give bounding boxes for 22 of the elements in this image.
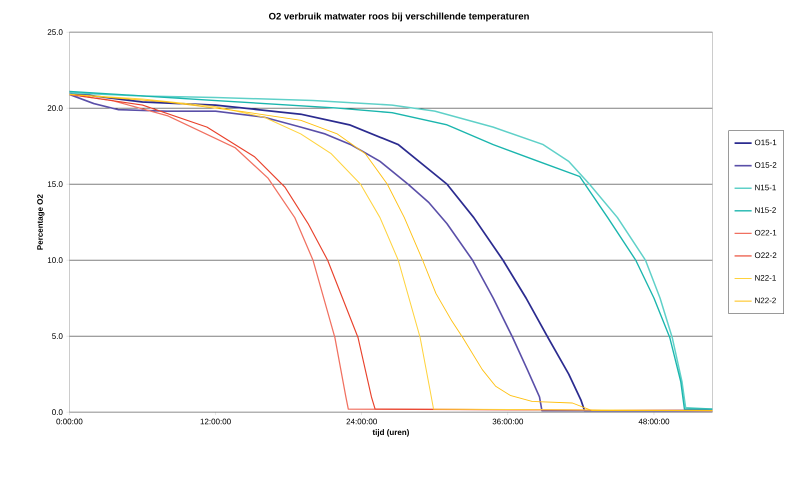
y-tick-label: 10.0: [48, 257, 63, 263]
x-tick-label: 0:00:00: [56, 418, 82, 424]
y-axis-title: Percentage O2: [37, 194, 44, 250]
legend-label: O15-1: [754, 140, 776, 146]
x-tick-label: 24:00:00: [346, 418, 377, 424]
legend-label: N22-2: [755, 298, 776, 304]
legend-label: N15-1: [755, 184, 776, 190]
chart-title: O2 verbruik matwater roos bij verschillende temperaturen: [268, 12, 529, 22]
y-tick-label: 5.0: [52, 333, 63, 339]
x-tick-label: 36:00:00: [492, 418, 524, 424]
y-tick-label: 15.0: [48, 181, 63, 187]
y-tick-label: 0.0: [52, 409, 63, 415]
legend-label: N22-1: [755, 275, 776, 281]
legend-label: O22-2: [754, 252, 776, 258]
x-axis-title: tijd (uren): [372, 429, 409, 437]
x-tick-label: 12:00:00: [200, 418, 231, 424]
legend-label: O22-1: [754, 230, 776, 236]
y-tick-label: 20.0: [48, 105, 63, 111]
x-tick-label: 48:00:00: [638, 418, 670, 424]
y-tick-label: 25.0: [48, 29, 63, 35]
legend-label: O15-2: [754, 162, 776, 168]
legend-label: N15-2: [755, 207, 776, 213]
